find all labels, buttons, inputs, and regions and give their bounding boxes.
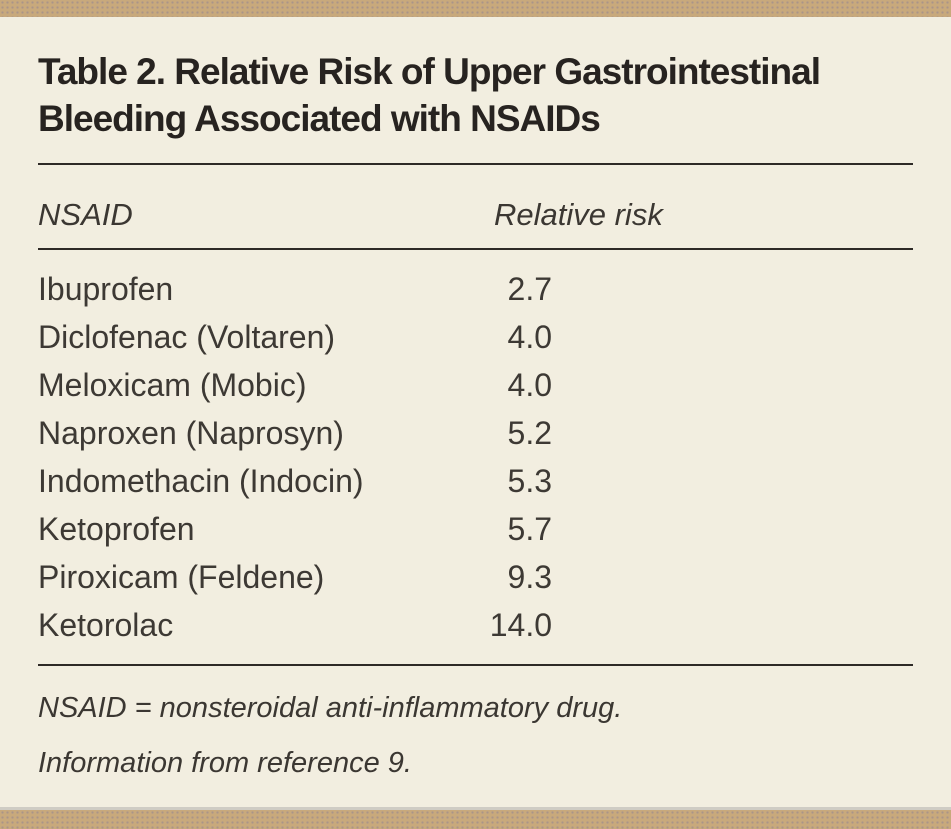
table-body: Ibuprofen 2.7 Diclofenac (Voltaren) 4.0 … bbox=[38, 265, 913, 649]
cell-relative-risk: 5.2 bbox=[507, 414, 552, 451]
table-row: Meloxicam (Mobic) 4.0 bbox=[38, 361, 913, 409]
cell-relative-risk: 4.0 bbox=[507, 318, 552, 355]
bottom-accent-bar bbox=[0, 807, 951, 829]
rule-below-body bbox=[38, 664, 913, 666]
table-content: Table 2. Relative Risk of Upper Gastroin… bbox=[38, 17, 913, 801]
top-accent-bar bbox=[0, 0, 951, 17]
footnotes: NSAID = nonsteroidal anti-inflammatory d… bbox=[38, 691, 913, 781]
table-header-row: NSAID Relative risk bbox=[38, 196, 913, 233]
table-row: Naproxen (Naprosyn) 5.2 bbox=[38, 409, 913, 457]
cell-nsaid: Ketorolac bbox=[38, 606, 174, 643]
cell-nsaid: Naproxen (Naprosyn) bbox=[38, 414, 344, 451]
cell-relative-risk: 4.0 bbox=[507, 366, 552, 403]
column-header-relative-risk: Relative risk bbox=[494, 197, 663, 232]
table-row: Diclofenac (Voltaren) 4.0 bbox=[38, 313, 913, 361]
table-title: Table 2. Relative Risk of Upper Gastroin… bbox=[38, 48, 913, 142]
table-row: Ibuprofen 2.7 bbox=[38, 265, 913, 313]
cell-nsaid: Indomethacin (Indocin) bbox=[38, 462, 364, 499]
cell-nsaid: Meloxicam (Mobic) bbox=[38, 366, 307, 403]
cell-nsaid: Piroxicam (Feldene) bbox=[38, 558, 325, 595]
cell-nsaid: Ibuprofen bbox=[38, 270, 174, 307]
cell-relative-risk: 2.7 bbox=[507, 270, 552, 307]
cell-nsaid: Diclofenac (Voltaren) bbox=[38, 318, 336, 355]
rule-below-title bbox=[38, 163, 913, 165]
cell-relative-risk: 9.3 bbox=[507, 558, 552, 595]
table-row: Ketoprofen 5.7 bbox=[38, 505, 913, 553]
cell-nsaid: Ketoprofen bbox=[38, 510, 195, 547]
table-row: Indomethacin (Indocin) 5.3 bbox=[38, 457, 913, 505]
cell-relative-risk: 14.0 bbox=[489, 606, 552, 643]
table-title-line-1: Table 2. Relative Risk of Upper Gastroin… bbox=[38, 51, 821, 92]
table-row: Ketorolac 14.0 bbox=[38, 601, 913, 649]
cell-relative-risk: 5.3 bbox=[507, 462, 552, 499]
table-title-line-2: Bleeding Associated with NSAIDs bbox=[38, 98, 601, 139]
column-header-nsaid: NSAID bbox=[38, 197, 133, 232]
footnote-abbreviation: NSAID = nonsteroidal anti-inflammatory d… bbox=[38, 692, 623, 724]
table-row: Piroxicam (Feldene) 9.3 bbox=[38, 553, 913, 601]
rule-below-header bbox=[38, 248, 913, 250]
cell-relative-risk: 5.7 bbox=[507, 510, 552, 547]
footnote-source: Information from reference 9. bbox=[38, 747, 412, 779]
